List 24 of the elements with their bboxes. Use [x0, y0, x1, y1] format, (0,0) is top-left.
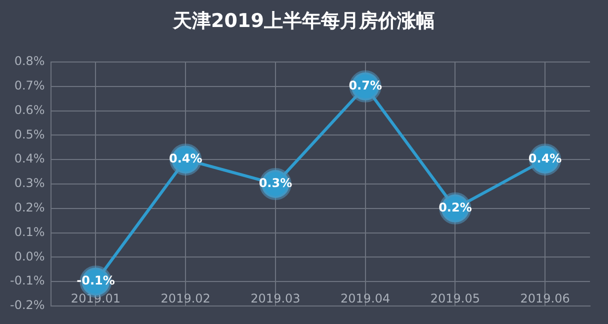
- data-label: -0.1%: [76, 274, 115, 288]
- data-label: 0.3%: [258, 176, 292, 190]
- x-tick-label: 2019.06: [520, 291, 570, 306]
- x-tick-label: 2019.01: [70, 291, 121, 306]
- y-tick-label: -0.2%: [10, 298, 45, 312]
- x-tick-label: 2019.05: [430, 291, 480, 306]
- x-tick-label: 2019.03: [250, 291, 300, 306]
- x-tick-label: 2019.02: [160, 291, 210, 306]
- data-label: 0.4%: [168, 152, 202, 166]
- data-label: 0.7%: [348, 78, 382, 93]
- chart-title: 天津2019上半年每月房价涨幅: [172, 9, 436, 34]
- y-tick-label: 0.7%: [14, 78, 45, 93]
- y-tick-label: -0.1%: [10, 274, 45, 288]
- y-tick-label: 0.6%: [14, 102, 45, 117]
- data-label: 0.2%: [438, 200, 472, 215]
- y-tick-label: 0.8%: [14, 54, 45, 68]
- y-tick-label: 0.2%: [14, 200, 45, 215]
- y-tick-label: 0.4%: [14, 152, 45, 166]
- y-tick-label: 0.5%: [14, 127, 45, 142]
- y-tick-label: 0.0%: [14, 249, 45, 264]
- y-tick-label: 0.3%: [14, 176, 45, 190]
- y-tick-label: 0.1%: [14, 224, 45, 239]
- data-label: 0.4%: [528, 152, 562, 166]
- x-tick-label: 2019.04: [340, 291, 390, 306]
